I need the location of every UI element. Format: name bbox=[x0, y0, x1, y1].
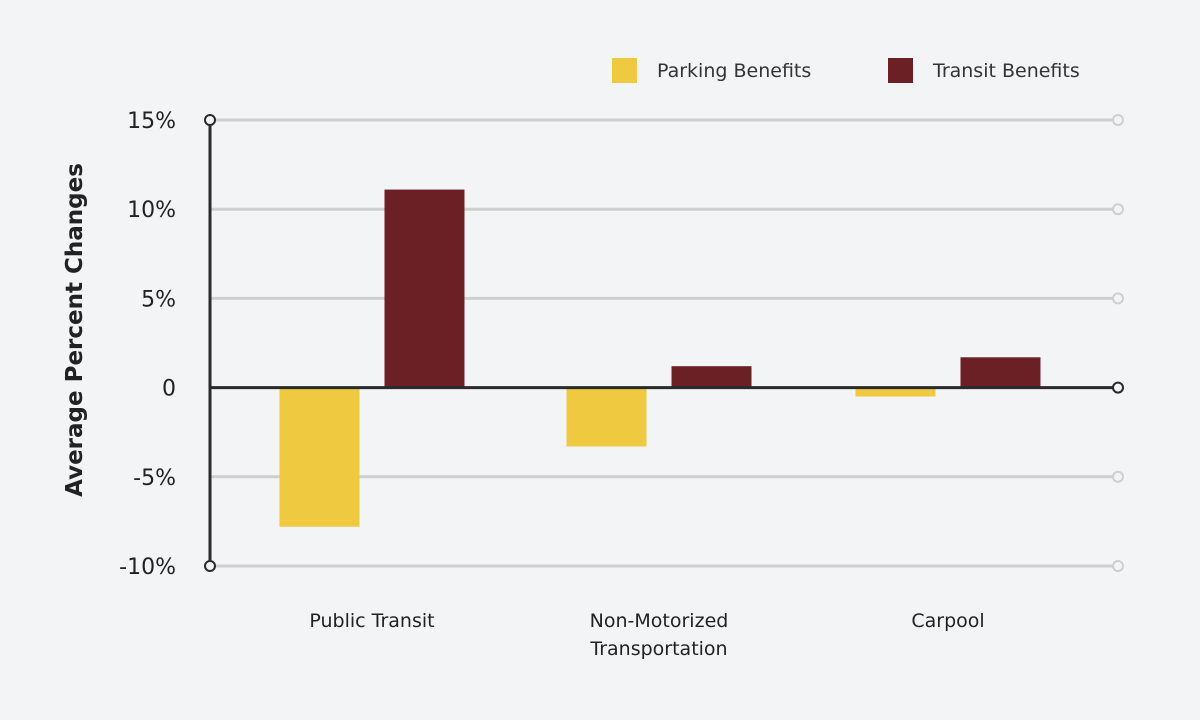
bar-parking-benefits bbox=[279, 387, 360, 527]
legend-label: Parking Benefits bbox=[657, 60, 811, 82]
gridline-end-marker bbox=[1112, 292, 1124, 305]
axis-end-marker bbox=[204, 114, 216, 126]
x-tick-label: Carpool bbox=[911, 610, 984, 632]
x-tick-label: Public Transit bbox=[309, 610, 434, 632]
legend-swatch bbox=[612, 58, 637, 83]
x-tick-label: Transportation bbox=[589, 638, 727, 660]
gridline-end-marker bbox=[1112, 203, 1124, 216]
bar-transit-benefits bbox=[960, 357, 1041, 388]
gridline-end-marker bbox=[1112, 381, 1124, 394]
legend-label: Transit Benefits bbox=[932, 60, 1080, 82]
y-tick-label: 5% bbox=[141, 287, 176, 312]
y-axis-title: Average Percent Changes bbox=[62, 163, 88, 497]
x-tick-label: Non-Motorized bbox=[590, 610, 729, 632]
bar-transit-benefits bbox=[671, 366, 752, 388]
bar-transit-benefits bbox=[384, 189, 465, 388]
gridline-end-marker bbox=[1112, 114, 1124, 126]
gridline-end-marker bbox=[1112, 470, 1124, 483]
bar-parking-benefits bbox=[855, 387, 936, 397]
y-tick-label: 10% bbox=[127, 198, 176, 223]
bar-parking-benefits bbox=[566, 387, 647, 447]
y-tick-label: 0 bbox=[162, 377, 176, 402]
legend-swatch bbox=[888, 58, 913, 83]
y-tick-label: -5% bbox=[133, 466, 176, 491]
axis-end-marker bbox=[204, 560, 216, 572]
y-tick-label: 15% bbox=[127, 109, 176, 134]
y-tick-label: -10% bbox=[119, 555, 176, 580]
gridline-end-marker bbox=[1112, 560, 1124, 572]
